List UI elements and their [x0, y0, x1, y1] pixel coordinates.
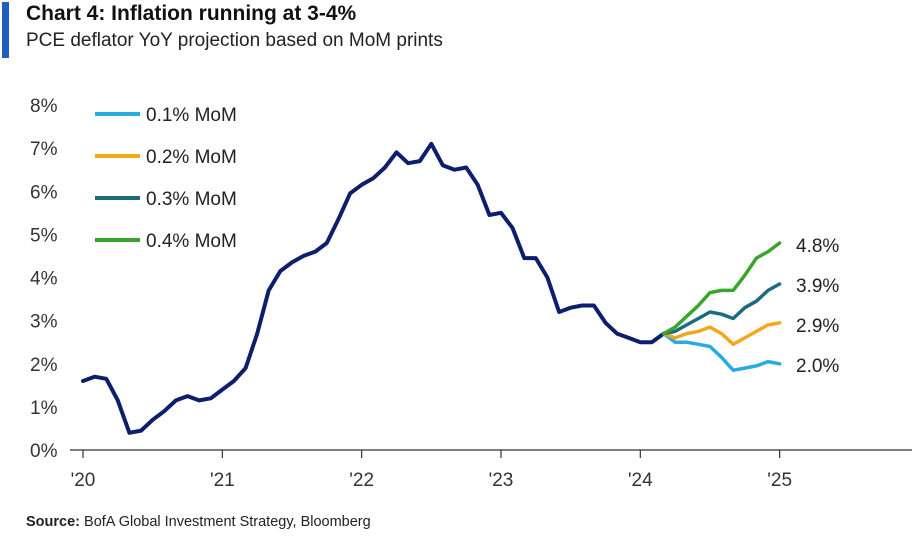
y-tick-label: 8% [30, 96, 58, 117]
y-tick-label: 5% [30, 225, 58, 246]
source-note: Source: BofA Global Investment Strategy,… [26, 514, 371, 530]
chart-legend: 0.1% MoM 0.2% MoM 0.3% MoM 0.4% MoM [95, 105, 237, 252]
y-tick-label: 0% [30, 441, 58, 462]
x-axis-ticks: '20 '21 '22 '23 '24 '25 [71, 450, 792, 491]
legend-label-2: 0.2% MoM [146, 147, 237, 168]
y-tick-label: 3% [30, 312, 58, 333]
end-value-labels: 2.0% 2.9% 3.9% 4.8% [796, 236, 839, 377]
legend-label-1: 0.1% MoM [146, 105, 237, 126]
chart-title: Chart 4: Inflation running at 3-4% [26, 2, 357, 25]
source-label: Source: [26, 514, 80, 530]
source-text: BofA Global Investment Strategy, Bloombe… [84, 514, 371, 530]
legend-label-3: 0.3% MoM [146, 189, 237, 210]
y-tick-label: 7% [30, 139, 58, 160]
end-value-label-3: 3.9% [796, 276, 839, 297]
y-tick-label: 1% [30, 398, 58, 419]
x-tick-label: '21 [210, 470, 235, 491]
title-accent-bar [2, 2, 9, 58]
end-value-label-2: 2.9% [796, 316, 839, 337]
y-axis-ticks: 0% 1% 2% 3% 4% 5% 6% 7% 8% [30, 96, 58, 462]
end-value-label-4: 4.8% [796, 236, 839, 257]
projection-series-line-2 [661, 321, 782, 347]
legend-label-4: 0.4% MoM [146, 231, 237, 252]
x-tick-label: '24 [628, 470, 653, 491]
projection-series-line-3 [661, 282, 782, 336]
y-tick-label: 2% [30, 355, 58, 376]
projection-series-line-4 [661, 241, 782, 336]
series-lines [81, 141, 782, 435]
x-tick-label: '22 [349, 470, 374, 491]
projection-series-line-1 [661, 331, 782, 372]
chart-subtitle: PCE deflator YoY projection based on MoM… [26, 30, 443, 51]
end-value-label-1: 2.0% [796, 356, 839, 377]
x-tick-label: '23 [489, 470, 514, 491]
x-tick-label: '25 [767, 470, 792, 491]
x-tick-label: '20 [71, 470, 96, 491]
y-tick-label: 4% [30, 269, 58, 290]
history-series-line [81, 141, 666, 435]
y-tick-label: 6% [30, 182, 58, 203]
